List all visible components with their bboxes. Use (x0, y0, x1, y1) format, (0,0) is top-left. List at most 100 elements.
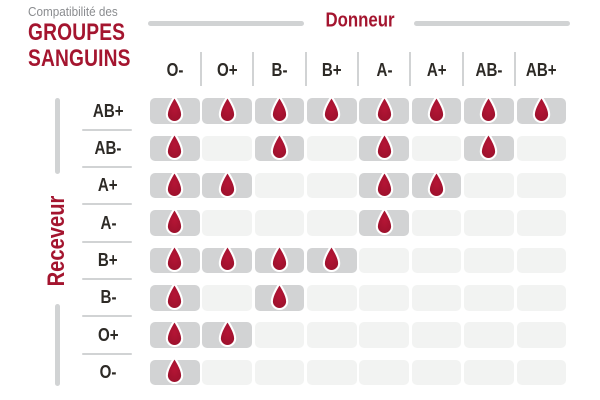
donor-label-ab-minus: AB- (475, 59, 503, 80)
receiver-label-a-minus: A- (100, 212, 116, 233)
receiver-axis-label: Receveur (43, 195, 70, 287)
blood-drop-icon (163, 282, 186, 313)
donor-axis-line-right (414, 21, 570, 26)
cell-o-minusplus-b-minus (254, 322, 305, 348)
blood-drop-icon (373, 95, 396, 126)
donor-label-a-minusplus: A+ (426, 59, 447, 80)
donor-label-a-minus: A- (376, 59, 393, 80)
cell-ab-minus-ab-minusplus (516, 135, 566, 162)
cell-b-minus-b-minusplus (307, 285, 357, 311)
blood-drop-icon (216, 244, 239, 275)
receiver-axis-line-bottom (55, 304, 60, 386)
cell-o-minus-b-minusplus (307, 359, 357, 386)
blood-drop-icon (320, 95, 343, 126)
blood-drop-icon (268, 282, 291, 313)
receiver-label-o-minusplus: O+ (97, 324, 119, 345)
blood-drop-icon (216, 170, 239, 201)
receiver-label-b-minusplus: B+ (98, 249, 118, 270)
row-divider (82, 278, 132, 281)
cell-b-minusplus-a-minus (359, 247, 409, 274)
cell-o-minusplus-b-minusplus (307, 322, 357, 348)
blood-drop-icon (163, 319, 186, 350)
blood-drop-icon (320, 244, 343, 275)
receiver-label-ab-minus: AB- (94, 137, 122, 158)
blood-drop-icon (268, 244, 291, 275)
column-divider (304, 52, 307, 86)
blood-drop-icon (477, 95, 500, 126)
donor-axis-label: Donneur (325, 9, 395, 32)
cell-ab-minus-b-minusplus (307, 135, 357, 162)
row-divider (82, 128, 132, 131)
blood-drop-icon (163, 95, 186, 126)
blood-drop-icon (268, 132, 291, 163)
blood-drop-icon (163, 356, 186, 387)
cell-ab-minus-a-minusplus (411, 135, 462, 162)
blood-drop-icon (373, 132, 396, 163)
cell-a-minusplus-b-minusplus (307, 172, 357, 199)
donor-label-ab-minusplus: AB+ (525, 59, 557, 80)
title-line1: GROUPES (28, 19, 126, 46)
chart-title: Compatibilité des GROUPES SANGUINS (28, 5, 156, 71)
column-divider (357, 52, 360, 86)
row-divider (82, 315, 132, 318)
blood-drop-icon (425, 170, 448, 201)
cell-a-minus-b-minusplus (307, 210, 357, 236)
receiver-label-ab-minusplus: AB+ (92, 100, 124, 121)
cell-o-minusplus-a-minus (359, 322, 409, 348)
receiver-label-b-minus: B- (100, 287, 116, 308)
donor-label-b-minusplus: B+ (321, 59, 342, 80)
cell-b-minusplus-ab-minusplus (516, 247, 566, 274)
cell-a-minus-o-minusplus (202, 210, 252, 236)
row-divider (82, 352, 132, 355)
cell-o-minus-ab-minus (464, 359, 514, 386)
cell-o-minus-a-minusplus (411, 359, 462, 386)
blood-drop-icon (530, 95, 553, 126)
column-divider (199, 52, 202, 86)
blood-drop-icon (216, 95, 239, 126)
donor-label-b-minus: B- (271, 59, 288, 80)
blood-drop-icon (216, 319, 239, 350)
cell-a-minus-a-minusplus (411, 210, 462, 236)
cell-a-minus-ab-minusplus (516, 210, 566, 236)
column-divider (409, 52, 412, 86)
title-line2: SANGUINS (28, 45, 131, 72)
cell-o-minus-o-minusplus (202, 359, 252, 386)
donor-label-o-minusplus: O+ (216, 59, 238, 80)
cell-o-minus-a-minus (359, 359, 409, 386)
title-subtitle: Compatibilité des (28, 4, 118, 19)
cell-a-minusplus-b-minus (254, 172, 305, 199)
column-divider (514, 52, 517, 86)
cell-b-minusplus-ab-minus (464, 247, 514, 274)
cell-b-minusplus-a-minusplus (411, 247, 462, 274)
blood-drop-icon (373, 170, 396, 201)
cell-a-minus-ab-minus (464, 210, 514, 236)
cell-ab-minus-o-minusplus (202, 135, 252, 162)
row-divider (82, 166, 132, 169)
cell-o-minus-ab-minusplus (516, 359, 566, 386)
blood-drop-icon (163, 207, 186, 238)
blood-drop-icon (425, 95, 448, 126)
cell-b-minus-ab-minus (464, 285, 514, 311)
column-divider (252, 52, 255, 86)
cell-b-minus-o-minusplus (202, 285, 252, 311)
cell-b-minus-ab-minusplus (516, 285, 566, 311)
blood-drop-icon (163, 244, 186, 275)
cell-o-minusplus-ab-minus (464, 322, 514, 348)
cell-o-minusplus-ab-minusplus (516, 322, 566, 348)
cell-a-minus-b-minus (254, 210, 305, 236)
row-divider (82, 240, 132, 243)
cell-b-minus-a-minus (359, 285, 409, 311)
cell-b-minus-a-minusplus (411, 285, 462, 311)
receiver-axis-line-top (55, 98, 60, 174)
column-divider (461, 52, 464, 86)
blood-drop-icon (268, 95, 291, 126)
cell-a-minusplus-ab-minus (464, 172, 514, 199)
blood-drop-icon (373, 207, 396, 238)
donor-label-o-minus: O- (166, 59, 184, 80)
cell-o-minusplus-a-minusplus (411, 322, 462, 348)
blood-drop-icon (163, 170, 186, 201)
blood-drop-icon (477, 132, 500, 163)
cell-a-minusplus-ab-minusplus (516, 172, 566, 199)
blood-drop-icon (163, 132, 186, 163)
